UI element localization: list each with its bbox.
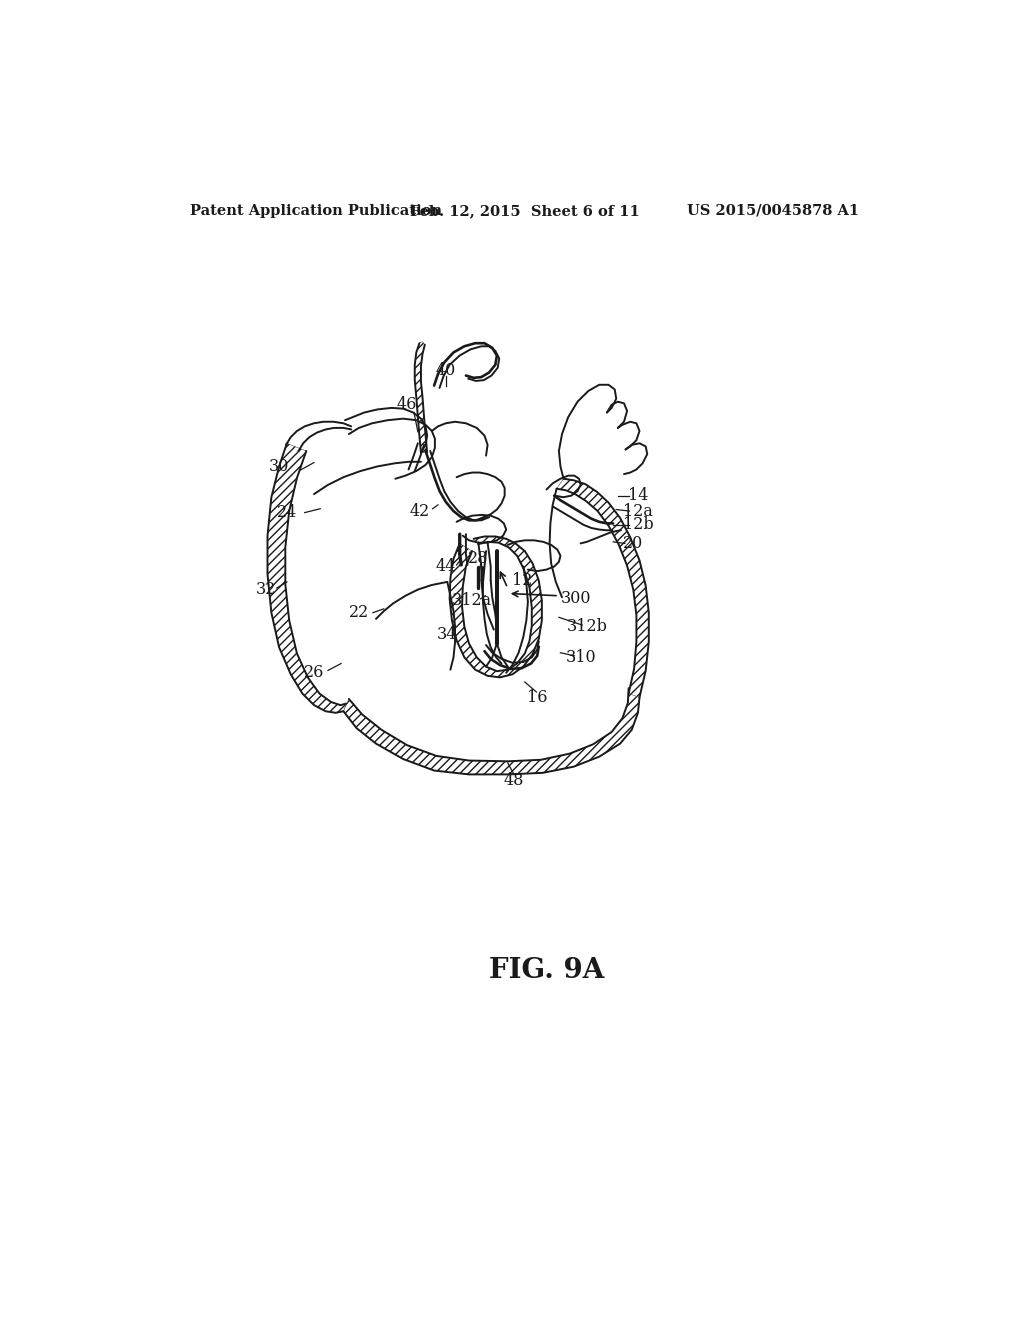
- Text: 12b: 12b: [623, 516, 653, 533]
- Text: 40: 40: [435, 362, 456, 379]
- Text: FIG. 9A: FIG. 9A: [488, 957, 604, 985]
- Text: 12: 12: [512, 572, 531, 589]
- Text: 20: 20: [624, 535, 643, 552]
- Text: 34: 34: [437, 626, 458, 643]
- Text: 24: 24: [276, 504, 297, 521]
- Text: 48: 48: [504, 772, 524, 789]
- Polygon shape: [557, 479, 649, 697]
- Polygon shape: [343, 688, 640, 775]
- Text: 22: 22: [349, 605, 369, 622]
- Text: US 2015/0045878 A1: US 2015/0045878 A1: [687, 203, 859, 218]
- Text: 42: 42: [410, 503, 429, 520]
- Polygon shape: [415, 342, 427, 453]
- Text: Feb. 12, 2015  Sheet 6 of 11: Feb. 12, 2015 Sheet 6 of 11: [410, 203, 640, 218]
- Polygon shape: [267, 444, 346, 713]
- Text: 310: 310: [565, 649, 596, 665]
- Text: 44: 44: [435, 558, 456, 576]
- Text: 26: 26: [304, 664, 325, 681]
- Text: 46: 46: [397, 396, 417, 413]
- Text: 12a: 12a: [623, 503, 653, 520]
- Text: 312a: 312a: [452, 591, 493, 609]
- Text: 300: 300: [561, 590, 591, 607]
- Text: 32: 32: [256, 581, 276, 598]
- Text: 16: 16: [527, 689, 548, 706]
- Polygon shape: [450, 536, 542, 677]
- Text: 312b: 312b: [566, 618, 607, 635]
- Text: 28: 28: [468, 550, 488, 568]
- Text: 30: 30: [269, 458, 290, 475]
- Text: 14: 14: [628, 487, 648, 504]
- Text: Patent Application Publication: Patent Application Publication: [190, 203, 442, 218]
